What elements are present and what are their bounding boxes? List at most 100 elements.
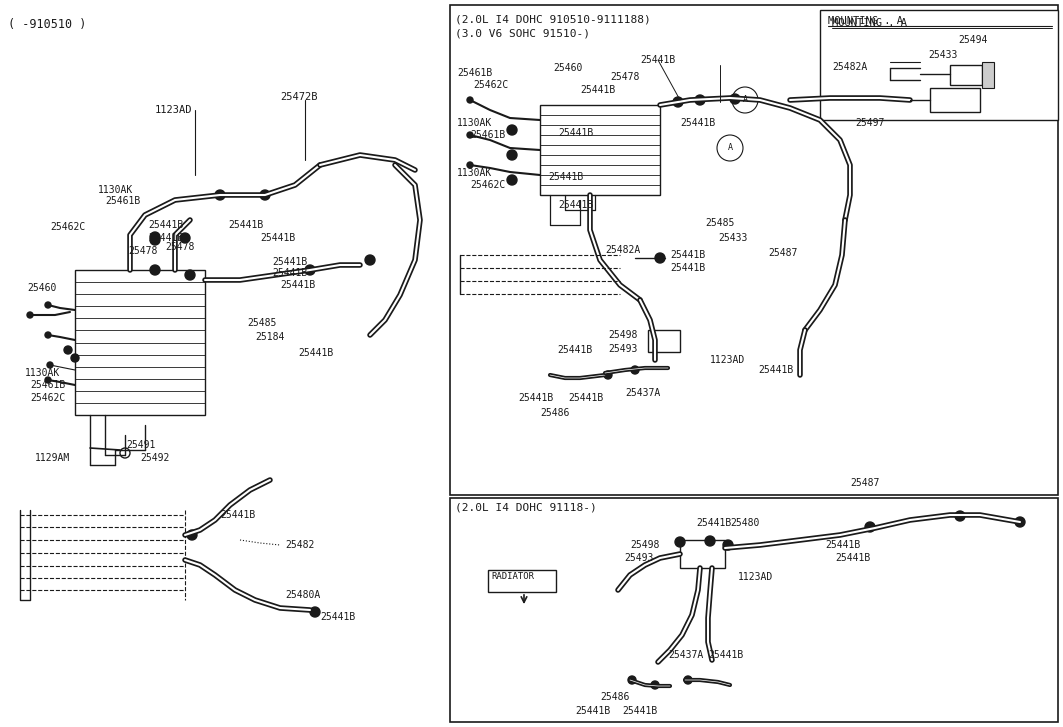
Bar xyxy=(680,540,725,568)
Circle shape xyxy=(955,511,965,521)
Circle shape xyxy=(631,366,639,374)
Bar xyxy=(982,62,994,88)
Text: 25461B: 25461B xyxy=(105,196,140,206)
Circle shape xyxy=(467,162,473,168)
Circle shape xyxy=(507,175,517,185)
Circle shape xyxy=(150,265,161,275)
Text: 1123AD: 1123AD xyxy=(155,105,192,115)
Text: 1130AK: 1130AK xyxy=(457,168,492,178)
Text: 25461B: 25461B xyxy=(457,68,492,78)
Text: 25441B: 25441B xyxy=(260,233,296,243)
Circle shape xyxy=(71,354,79,362)
Text: 25462C: 25462C xyxy=(30,393,65,403)
Text: 25441B: 25441B xyxy=(758,365,793,375)
Text: 25441B: 25441B xyxy=(558,200,593,210)
Text: 25441B: 25441B xyxy=(708,650,743,660)
Text: (3.0 V6 SOHC 91510-): (3.0 V6 SOHC 91510-) xyxy=(455,28,590,38)
Text: 1130AK: 1130AK xyxy=(98,185,133,195)
Circle shape xyxy=(675,537,685,547)
Text: 25441B: 25441B xyxy=(696,518,731,528)
Circle shape xyxy=(1015,517,1025,527)
Text: 25437A: 25437A xyxy=(625,388,660,398)
Text: 25441B: 25441B xyxy=(558,128,593,138)
Text: 25433: 25433 xyxy=(718,233,747,243)
Circle shape xyxy=(467,132,473,138)
Circle shape xyxy=(310,607,320,617)
Text: 25441B: 25441B xyxy=(220,510,255,520)
Text: 25497: 25497 xyxy=(855,118,884,128)
Text: (2.0L I4 DOHC 910510-9111188): (2.0L I4 DOHC 910510-9111188) xyxy=(455,15,651,25)
Circle shape xyxy=(507,150,517,160)
Text: 25441B: 25441B xyxy=(298,348,333,358)
Text: 25482A: 25482A xyxy=(832,62,867,72)
Text: 1130AK: 1130AK xyxy=(457,118,492,128)
Text: 25482A: 25482A xyxy=(605,245,640,255)
Bar xyxy=(75,270,205,415)
Text: 25486: 25486 xyxy=(540,408,570,418)
Text: 25492: 25492 xyxy=(140,453,169,463)
Text: 25441B: 25441B xyxy=(280,280,316,290)
Bar xyxy=(950,65,982,85)
Text: 1123AD: 1123AD xyxy=(710,355,745,365)
Text: 25462C: 25462C xyxy=(50,222,85,232)
Circle shape xyxy=(150,235,161,245)
Text: 25441B: 25441B xyxy=(640,55,675,65)
Text: 25461B: 25461B xyxy=(470,130,505,140)
Text: 25441B: 25441B xyxy=(148,220,183,230)
Circle shape xyxy=(673,97,684,107)
Circle shape xyxy=(180,233,190,243)
Bar xyxy=(820,10,1058,120)
Text: 25441B: 25441B xyxy=(825,540,860,550)
Text: 25494: 25494 xyxy=(958,35,988,45)
Text: 25441B: 25441B xyxy=(670,250,705,260)
Text: MOUNTING . A: MOUNTING . A xyxy=(828,16,902,26)
Text: 25482: 25482 xyxy=(285,540,315,550)
Text: 25441B: 25441B xyxy=(320,612,355,622)
Circle shape xyxy=(655,253,665,263)
Text: 25472B: 25472B xyxy=(280,92,318,102)
Circle shape xyxy=(27,312,33,318)
Text: A: A xyxy=(727,143,732,153)
Circle shape xyxy=(507,125,517,135)
Text: 25485: 25485 xyxy=(247,318,276,328)
Text: 25486: 25486 xyxy=(600,692,629,702)
Text: 25441B: 25441B xyxy=(549,172,584,182)
Bar xyxy=(450,5,1058,495)
Circle shape xyxy=(651,681,659,689)
Circle shape xyxy=(45,377,51,383)
Circle shape xyxy=(467,97,473,103)
Text: 25441B: 25441B xyxy=(670,263,705,273)
Circle shape xyxy=(730,94,740,104)
Circle shape xyxy=(150,232,161,242)
Text: 25433: 25433 xyxy=(928,50,958,60)
Bar xyxy=(450,498,1058,722)
Text: A: A xyxy=(742,95,747,105)
Text: 1123AD: 1123AD xyxy=(738,572,773,582)
Text: 25441B: 25441B xyxy=(836,553,871,563)
Circle shape xyxy=(215,190,225,200)
Text: 25498: 25498 xyxy=(608,330,638,340)
Text: 25480: 25480 xyxy=(730,518,759,528)
Circle shape xyxy=(865,522,875,532)
Circle shape xyxy=(260,190,270,200)
Text: (2.0L I4 DOHC 91118-): (2.0L I4 DOHC 91118-) xyxy=(455,503,596,513)
Text: 25441B: 25441B xyxy=(557,345,592,355)
Circle shape xyxy=(47,362,53,368)
Text: 25441B: 25441B xyxy=(227,220,264,230)
Text: 25493: 25493 xyxy=(608,344,638,354)
Text: 25487: 25487 xyxy=(850,478,879,488)
Circle shape xyxy=(723,540,733,550)
Circle shape xyxy=(305,265,315,275)
Text: 25441B: 25441B xyxy=(575,706,610,716)
Circle shape xyxy=(695,95,705,105)
Circle shape xyxy=(187,530,197,540)
Circle shape xyxy=(185,270,195,280)
Text: 25493: 25493 xyxy=(624,553,654,563)
Circle shape xyxy=(684,676,692,684)
Bar xyxy=(488,570,556,592)
Text: MOUNTING . A: MOUNTING . A xyxy=(832,18,907,28)
Text: 25460: 25460 xyxy=(553,63,583,73)
Text: 25441B: 25441B xyxy=(148,233,183,243)
Circle shape xyxy=(45,302,51,308)
Text: ( -910510 ): ( -910510 ) xyxy=(9,18,86,31)
